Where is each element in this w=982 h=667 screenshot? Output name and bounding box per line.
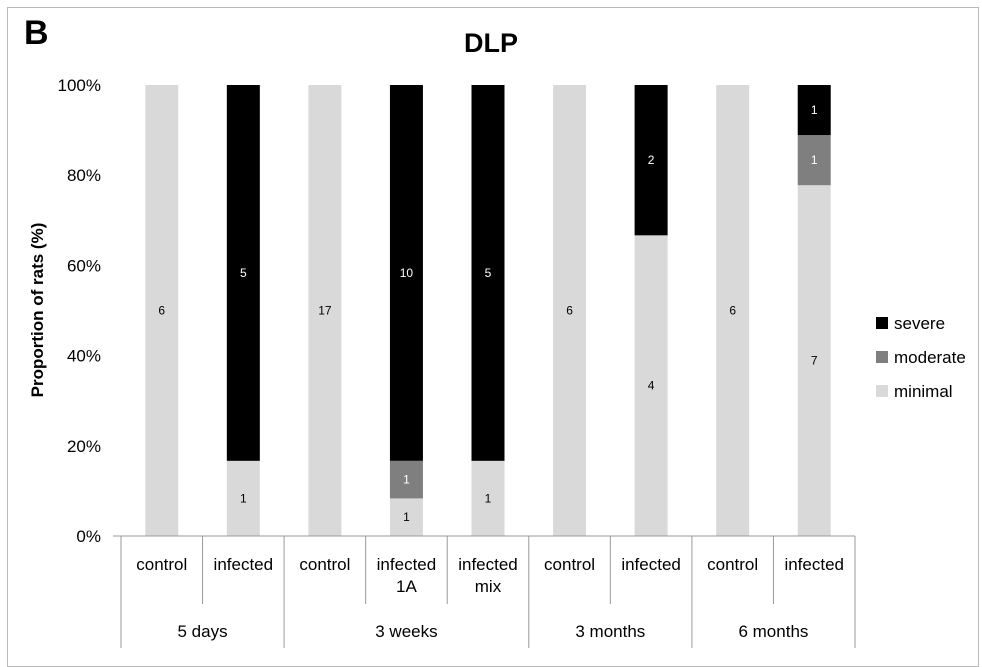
category-label: infected <box>377 555 437 574</box>
bar-segment-severe <box>797 85 831 136</box>
y-tick-label: 80% <box>67 166 101 185</box>
y-tick-label: 100% <box>58 76 101 95</box>
x-axis: control infected control infected 1A infected… <box>113 535 856 648</box>
group-label: 3 weeks <box>375 622 437 641</box>
data-label: 6 <box>158 304 165 318</box>
bar-segment-moderate <box>389 460 423 499</box>
panel-letter: B <box>24 14 49 52</box>
category-label: infected <box>784 555 844 574</box>
legend-label-minimal: minimal <box>894 382 953 401</box>
bar-segment-minimal <box>308 85 342 536</box>
bar-segment-severe <box>389 85 423 461</box>
category-label: control <box>707 555 758 574</box>
data-label: 17 <box>318 304 332 318</box>
bar-segment-minimal <box>145 85 179 536</box>
data-label: 1 <box>811 103 818 117</box>
data-label: 1 <box>240 491 247 505</box>
stacked-bar-chart: 0% 20% 40% 60% 80% 100% 6 1 5 17 1 1 10 1 5 6 4 2 6 7 1 1 co… <box>28 76 966 648</box>
y-tick-label: 60% <box>67 256 101 275</box>
bar-segment-moderate <box>797 135 831 186</box>
legend-label-severe: severe <box>894 314 945 333</box>
bar-segment-minimal <box>553 85 587 536</box>
legend-swatch-minimal <box>876 385 888 397</box>
y-axis: 0% 20% 40% 60% 80% 100% <box>58 76 101 546</box>
bar-segment-severe <box>634 85 668 236</box>
bar-segment-severe <box>226 85 260 461</box>
bar-segment-minimal <box>471 460 505 536</box>
group-label: 3 months <box>575 622 645 641</box>
data-label: 4 <box>648 379 655 393</box>
category-label: infected <box>458 555 518 574</box>
data-label: 1 <box>403 473 410 487</box>
data-label: 1 <box>403 510 410 524</box>
data-label: 10 <box>400 266 414 280</box>
category-label: infected <box>214 555 274 574</box>
group-label: 6 months <box>738 622 808 641</box>
category-label: 1A <box>396 577 417 596</box>
data-label: 1 <box>485 491 492 505</box>
data-label: 1 <box>811 153 818 167</box>
legend-swatch-severe <box>876 317 888 329</box>
bar-segment-minimal <box>634 235 668 537</box>
data-label: 6 <box>729 304 736 318</box>
bars: 6 1 5 17 1 1 10 1 5 6 4 2 6 7 1 1 <box>145 85 831 537</box>
category-label: mix <box>475 577 502 596</box>
bar-segment-minimal <box>797 185 831 536</box>
bar-segment-minimal <box>226 460 260 536</box>
y-tick-label: 40% <box>67 347 101 366</box>
y-axis-label: Proportion of rats (%) <box>28 223 47 398</box>
data-label: 6 <box>566 304 573 318</box>
bar-segment-severe <box>471 85 505 461</box>
category-label: control <box>299 555 350 574</box>
data-label: 5 <box>240 266 247 280</box>
category-label: control <box>544 555 595 574</box>
legend-label-moderate: moderate <box>894 348 966 367</box>
bar-segment-minimal <box>389 498 423 536</box>
legend-swatch-moderate <box>876 351 888 363</box>
data-label: 7 <box>811 354 818 368</box>
category-label: control <box>136 555 187 574</box>
y-tick-label: 0% <box>76 527 101 546</box>
bar-segment-minimal <box>716 85 750 536</box>
group-label: 5 days <box>178 622 228 641</box>
chart-title: DLP <box>464 28 518 58</box>
data-label: 5 <box>485 266 492 280</box>
data-label: 2 <box>648 153 655 167</box>
category-label: infected <box>621 555 681 574</box>
legend: severe moderate minimal <box>876 314 966 401</box>
y-tick-label: 20% <box>67 437 101 456</box>
